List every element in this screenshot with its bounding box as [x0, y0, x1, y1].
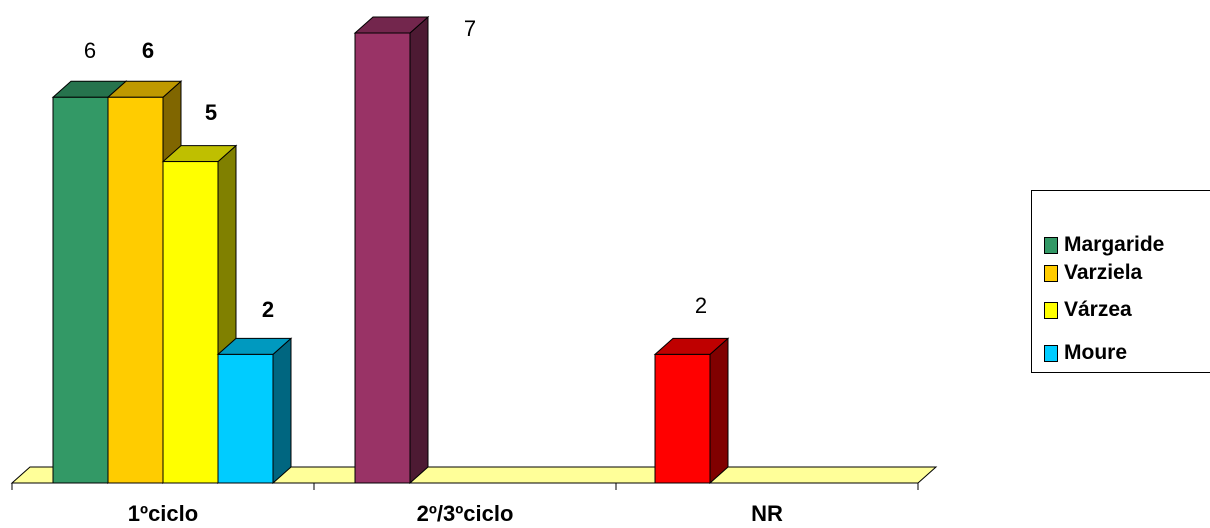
legend-label-margaride: Margaride — [1064, 233, 1165, 256]
legend-item-varziela: Varziela — [1044, 261, 1142, 285]
data-labels: 6 6 5 2 7 2 — [84, 16, 707, 322]
data-label-varzea-1-ciclo: 5 — [205, 100, 217, 125]
legend-swatch-margaride — [1044, 236, 1058, 254]
legend-label-varziela: Varziela — [1064, 261, 1143, 284]
legend-item-margaride: Margaride — [1044, 233, 1164, 257]
bar-moure-1-ciclo — [216, 337, 293, 485]
legend-swatch-moure — [1044, 344, 1058, 362]
bar-side — [709, 337, 729, 485]
x-tick-label-1: 1ºciclo — [128, 501, 198, 526]
bars — [51, 15, 730, 485]
bar-front — [162, 161, 219, 484]
legend-label-varzea: Várzea — [1064, 298, 1132, 321]
bar-front — [654, 353, 711, 484]
legend-label-moure: Moure — [1064, 341, 1127, 364]
data-label-varziela-1-ciclo: 6 — [142, 38, 154, 63]
bar-side — [272, 337, 292, 485]
legend-swatch-varzea — [1044, 301, 1058, 319]
bar-varzea-1-ciclo — [161, 144, 238, 485]
bar-front — [354, 32, 411, 484]
data-label-margaride-1-ciclo: 6 — [84, 38, 96, 63]
data-label-moure-1-ciclo: 2 — [262, 297, 274, 322]
bar-side — [409, 15, 429, 485]
legend-item-varzea: Várzea — [1044, 298, 1132, 322]
x-tick-labels: 1ºciclo 2º/3ºciclo NR — [128, 501, 783, 526]
x-tick-label-3: NR — [751, 501, 783, 526]
legend: Margaride Varziela Várzea Moure — [1031, 190, 1210, 373]
bar-series-5-2-3-ciclo — [353, 15, 430, 485]
bar-front — [107, 96, 164, 484]
bar-front — [52, 96, 109, 484]
data-label-series-6-nr: 2 — [695, 293, 707, 318]
data-label-series-5-2-3-ciclo: 7 — [464, 16, 476, 41]
bar-series-6-nr — [653, 337, 730, 485]
legend-item-moure: Moure — [1044, 341, 1127, 365]
x-tick-label-2: 2º/3ºciclo — [417, 501, 514, 526]
x-axis — [11, 482, 919, 490]
bar-front — [217, 353, 274, 484]
legend-swatch-varziela — [1044, 264, 1058, 282]
